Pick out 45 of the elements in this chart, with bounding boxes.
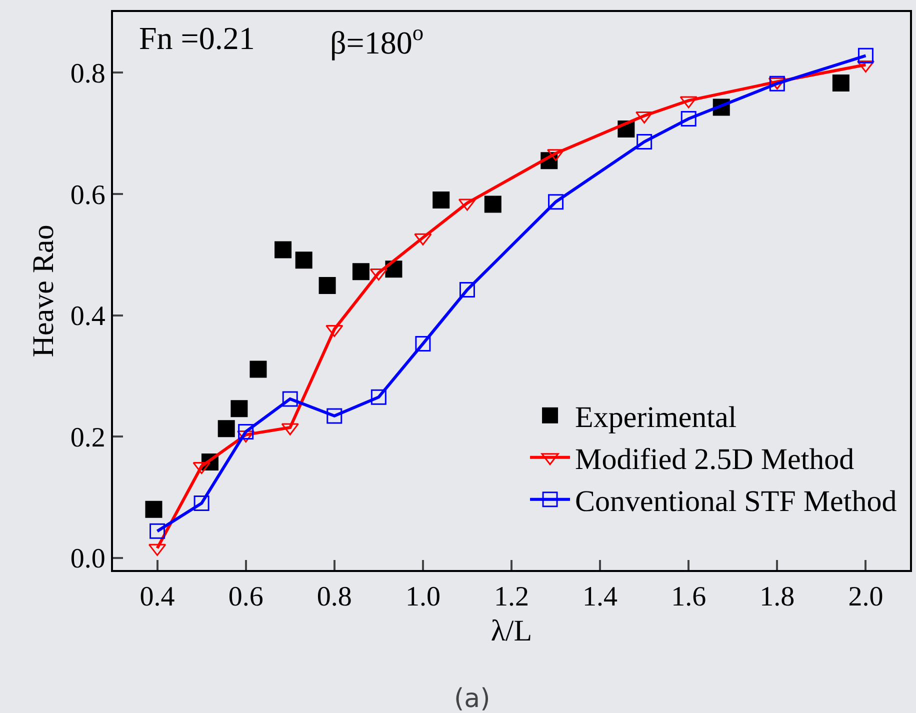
point (218, 420, 235, 438)
y-axis-title: Heave Rao (26, 224, 60, 358)
x-tick-label: 2.0 (848, 582, 884, 613)
point (832, 74, 850, 92)
point (145, 500, 162, 518)
point (548, 194, 564, 210)
y-tick-label: 0.2 (70, 422, 106, 454)
y-tick-label: 0.4 (70, 301, 106, 332)
x-tick-label: 1.0 (405, 582, 440, 613)
x-tick-label: 1.4 (582, 582, 618, 613)
y-tick-label: 0.6 (70, 180, 106, 211)
point (250, 360, 267, 378)
point (459, 282, 475, 298)
legend-label: Modified 2.5D Method (575, 443, 854, 476)
point (282, 391, 298, 407)
x-tick-label: 1.8 (760, 582, 795, 613)
x-tick-label: 0.8 (316, 582, 352, 613)
text: (a) (454, 684, 490, 713)
point (370, 389, 386, 405)
point (194, 496, 210, 512)
point (238, 424, 254, 440)
legend-label: Conventional STF Method (575, 485, 897, 518)
point (230, 400, 248, 418)
y-tick-label: 0.8 (70, 58, 106, 90)
point (680, 111, 696, 126)
point (415, 336, 431, 352)
point (295, 252, 312, 269)
point (636, 134, 652, 150)
x-tick-label: 1.2 (494, 582, 529, 613)
point (150, 523, 166, 539)
point (352, 263, 370, 280)
point (274, 241, 292, 258)
y-tick-label: 0.0 (70, 544, 106, 575)
point (484, 196, 502, 213)
x-tick-label: 0.6 (228, 582, 264, 613)
point (432, 192, 450, 209)
x-axis-title: λ/L (490, 614, 532, 648)
annotation: Fn =0.21 (139, 20, 255, 56)
legend-label: Experimental (575, 401, 737, 434)
x-tick-label: 1.6 (671, 582, 706, 613)
annotation: β=180$^{o}$ (330, 20, 424, 60)
point (326, 408, 342, 424)
x-tick-label: 0.4 (140, 582, 175, 613)
point (318, 277, 336, 294)
point (858, 48, 874, 64)
